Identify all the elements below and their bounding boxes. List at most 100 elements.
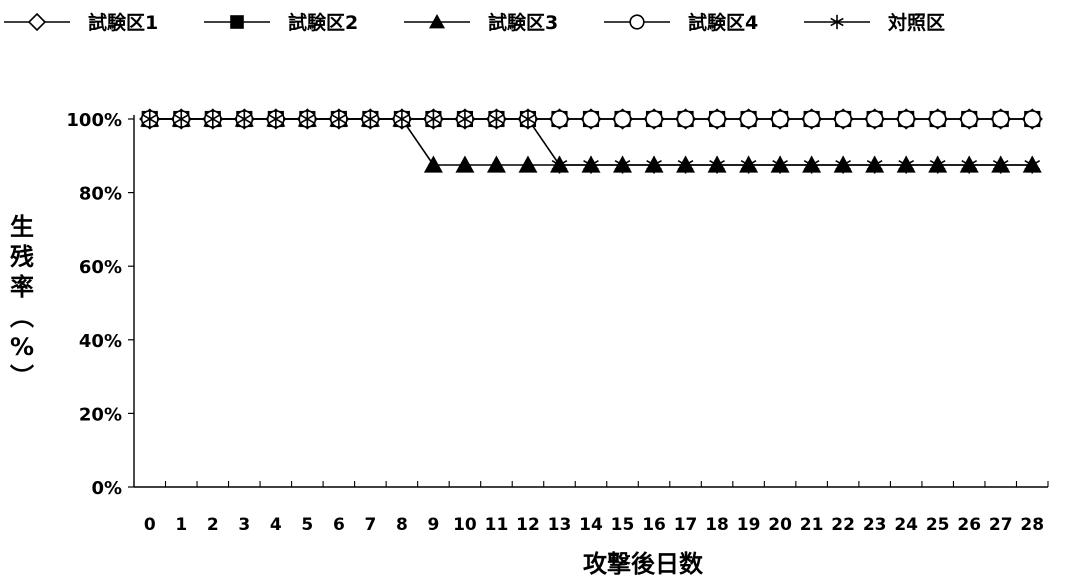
data-point: [771, 110, 789, 128]
legend-label: 試験区1: [88, 11, 158, 34]
y-tick-label: 80%: [79, 184, 122, 205]
data-point: [236, 110, 253, 128]
data-point: [898, 156, 915, 174]
legend-marker: [629, 14, 645, 30]
data-point: [803, 156, 820, 174]
legend-label: 試験区3: [488, 11, 558, 34]
data-point: [423, 155, 443, 173]
data-point: [518, 155, 538, 173]
x-tick-label: 11: [485, 515, 509, 535]
data-point: [550, 110, 569, 128]
data-point: [802, 110, 821, 128]
x-tick-label: 5: [301, 515, 313, 535]
data-point: [141, 110, 158, 128]
x-tick-label: 2: [207, 515, 219, 535]
x-tick-label: 21: [800, 515, 824, 535]
data-point: [676, 110, 695, 128]
data-point: [677, 156, 694, 174]
data-point: [488, 110, 505, 128]
data-point: [646, 156, 662, 174]
data-point: [866, 156, 883, 174]
data-point: [520, 110, 536, 128]
data-point: [897, 110, 916, 128]
x-tick-label: 25: [926, 515, 950, 535]
data-point: [961, 156, 978, 174]
data-point: [394, 110, 410, 128]
x-tick-label: 14: [579, 515, 603, 535]
y-axis-title-char: 生: [10, 213, 34, 241]
data-point: [583, 156, 599, 174]
x-tick-label: 16: [642, 515, 666, 535]
x-tick-label: 10: [453, 515, 477, 535]
data-point: [772, 156, 788, 174]
x-tick-label: 8: [396, 515, 408, 535]
data-point: [299, 110, 316, 128]
x-tick-label: 7: [364, 515, 376, 535]
legend-item: 試験区1: [4, 11, 158, 34]
x-tick-label: 17: [674, 515, 698, 535]
data-point: [614, 156, 631, 174]
x-tick-label: 9: [427, 515, 439, 535]
legend-marker: [230, 15, 244, 29]
y-axis-title: 生残率︵%︶: [10, 213, 34, 391]
x-tick-label: 12: [516, 515, 540, 535]
legend-marker: [429, 14, 445, 29]
y-axis-title-char: ︶: [10, 363, 34, 391]
data-point: [582, 110, 600, 128]
data-point: [708, 110, 726, 128]
data-point: [835, 156, 851, 174]
x-tick-label: 6: [333, 515, 345, 535]
data-point: [362, 110, 379, 128]
y-tick-label: 0%: [91, 478, 122, 499]
y-axis-title-char: ︵: [10, 303, 34, 331]
data-point: [740, 156, 757, 174]
x-axis-title: 攻撃後日数: [583, 550, 704, 578]
data-point: [455, 155, 475, 173]
data-point: [928, 110, 947, 128]
x-tick-label: 26: [957, 515, 981, 535]
legend-item: 試験区3: [404, 11, 558, 34]
data-point: [204, 110, 221, 128]
x-tick-label: 13: [548, 515, 572, 535]
data-point: [929, 156, 946, 174]
data-point: [267, 110, 284, 128]
data-point: [457, 110, 473, 128]
x-tick-label: 1: [175, 515, 187, 535]
data-point: [1024, 156, 1041, 174]
x-tick-label: 4: [270, 515, 282, 535]
legend-marker: [27, 12, 47, 32]
y-tick-label: 100%: [66, 110, 122, 131]
x-tick-label: 27: [989, 515, 1013, 535]
y-tick-label: 20%: [79, 404, 122, 425]
y-tick-label: 40%: [79, 331, 122, 352]
data-point: [1023, 110, 1042, 128]
x-tick-label: 15: [611, 515, 635, 535]
legend-label: 試験区4: [688, 11, 758, 34]
legend-marker: [830, 14, 844, 30]
x-tick-label: 18: [705, 515, 729, 535]
legend-label: 対照区: [887, 11, 945, 34]
x-tick-label: 28: [1020, 515, 1044, 535]
data-point: [960, 110, 979, 128]
x-tick-label: 23: [863, 515, 887, 535]
y-tick-label: 60%: [79, 257, 122, 278]
legend-item: 試験区2: [204, 11, 358, 34]
data-point: [173, 110, 190, 128]
x-tick-label: 3: [238, 515, 250, 535]
data-point: [834, 110, 853, 128]
x-tick-label: 0: [144, 515, 156, 535]
data-point: [645, 110, 663, 128]
series-markers: [139, 108, 1043, 174]
axes: 0%20%40%60%80%100%0 1 2 3 4 5 6 7 8 9 10 11 12 13 14 15…: [66, 110, 1049, 535]
y-axis-title-char: 率: [10, 273, 34, 301]
series-points: [141, 110, 1041, 174]
x-tick-label: 19: [737, 515, 761, 535]
data-point: [709, 156, 725, 174]
legend: 試験区1 試験区2 試験区3 試験区4 対照区: [4, 11, 945, 34]
x-tick-label: 24: [894, 515, 918, 535]
x-tick-label: 22: [831, 515, 855, 535]
y-axis-title-char: 残: [10, 243, 34, 271]
data-point: [991, 110, 1010, 128]
x-tick-label: 20: [768, 515, 792, 535]
